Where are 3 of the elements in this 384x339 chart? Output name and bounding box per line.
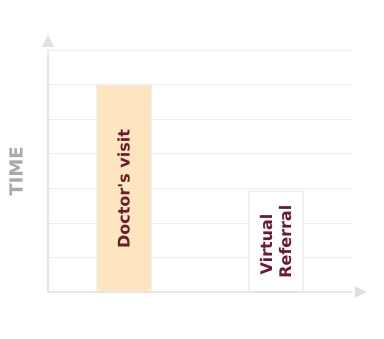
- x-tick-label: Virtual Referral: [257, 204, 295, 278]
- x-tick-label: Doctor's visit: [114, 128, 134, 248]
- y-axis-title: TIME: [6, 146, 28, 196]
